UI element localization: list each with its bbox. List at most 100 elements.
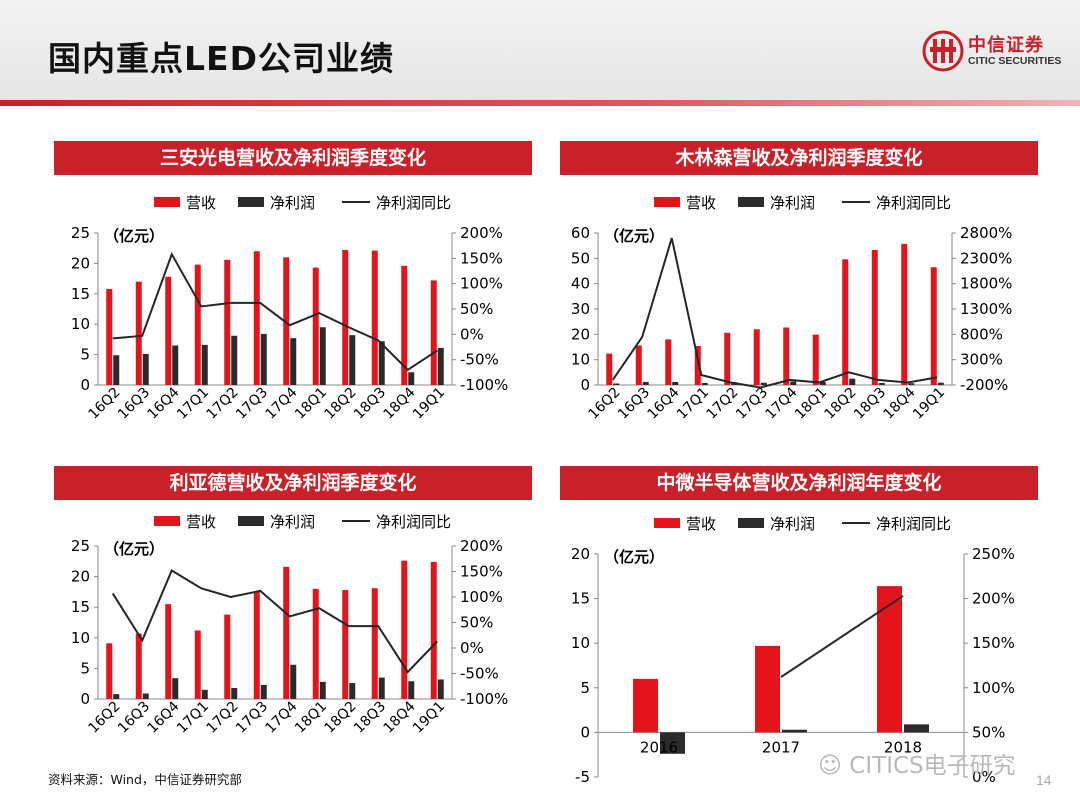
page-number: 14 [1036,772,1052,788]
x-tick-label: 2016 [640,738,678,756]
x-tick-label: 19Q1 [410,385,448,423]
x-tick-label: 18Q4 [881,384,919,422]
legend-label: 营收 [686,194,716,212]
bar-revenue [165,604,172,699]
bar-net-profit [408,372,415,385]
legend-swatch-net-profit [238,197,264,207]
bar-net-profit [819,381,826,385]
chart-panel-amec: 中微半导体营收及净利润年度变化 营收 净利润 净利润同比 （亿元） -5 0 5 10 15 20… [560,466,1038,786]
y2-tick-label: 150% [460,249,503,267]
y2-tick-label: -50% [460,351,499,369]
bar-net-profit [319,681,326,699]
bar-revenue [430,561,437,699]
y-tick-label: 0 [80,376,90,394]
y2-tick-label: 1300% [960,300,1012,318]
y2-tick-label: -100% [460,376,508,394]
y2-tick-label: 0% [972,768,996,786]
y-tick-label: 15 [71,285,90,303]
y-tick-label: 5 [580,679,590,697]
unit-label: （亿元） [604,548,664,566]
x-tick-label: 18Q4 [381,384,419,422]
y2-tick-label: 50% [460,614,493,632]
y2-tick-label: -100% [460,690,508,708]
bar-net-profit [672,381,679,385]
bar-net-profit [908,383,915,385]
bar-net-profit [201,344,208,385]
legend-swatch-revenue [654,197,680,207]
x-tick-label: 16Q3 [115,385,153,423]
bar-revenue [342,250,349,385]
bar-revenue [871,249,878,385]
x-tick-label: 17Q2 [204,385,242,423]
y-tick-label: 20 [571,325,590,343]
bar-net-profit [113,694,120,699]
bar-revenue [342,590,349,699]
legend-label: 营收 [686,515,716,533]
bar-net-profit [260,684,267,699]
bar-revenue [283,257,290,385]
chart-sanan: 营收 净利润 净利润同比 （亿元） 0 5 10 15 20 25 -100% -50% 0% 50% 10… [71,194,508,423]
bar-net-profit [878,382,885,385]
y2-tick-label: 300% [960,351,1003,369]
unit-label: （亿元） [104,540,164,558]
y-tick-label: 10 [71,629,90,647]
y-tick-label: 40 [571,275,590,293]
bar-revenue [694,345,701,385]
citic-emblem-icon [922,30,964,72]
x-tick-label: 16Q2 [586,385,624,423]
y-tick-label: 0 [580,376,590,394]
x-tick-label: 16Q2 [86,699,124,737]
y-tick-label: 20 [71,568,90,586]
logo-text-cn: 中信证券 [968,35,1044,56]
bar-revenue [877,586,902,733]
y2-tick-label: -50% [460,665,499,683]
y-tick-label: 5 [80,659,90,677]
y2-tick-label: 800% [960,325,1003,343]
y-tick-label: -5 [575,768,590,786]
x-tick-label: 17Q2 [704,385,742,423]
bar-revenue [371,250,378,385]
y-tick-label: 15 [71,598,90,616]
y2-tick-label: 0% [460,639,484,657]
bar-revenue [635,345,642,385]
bar-revenue [901,243,908,385]
bar-net-profit [378,677,385,699]
bar-net-profit [437,347,444,385]
bar-net-profit [231,335,238,385]
bar-net-profit [260,333,267,385]
bar-net-profit [937,382,944,385]
logo-text-en: CITIC SECURITIES [968,55,1062,67]
bar-net-profit [437,679,444,699]
bar-revenue [812,334,819,385]
bar-net-profit [660,732,685,754]
x-tick-label: 16Q4 [145,698,183,736]
header-band [0,0,1080,100]
y2-tick-label: 200% [972,590,1015,608]
x-tick-label: 16Q4 [145,384,183,422]
y-tick-label: 30 [571,300,590,318]
y2-tick-label: 2300% [960,249,1012,267]
y-tick-label: 10 [571,634,590,652]
bar-revenue [783,327,790,385]
bar-revenue [135,281,142,385]
bar-revenue [633,678,658,733]
x-tick-label: 2017 [762,738,800,756]
y2-tick-label: 250% [972,545,1015,563]
x-tick-label: 18Q3 [351,385,389,423]
y2-tick-label: 100% [460,275,503,293]
bar-revenue [755,645,780,733]
bar-revenue [224,614,231,699]
x-tick-label: 17Q2 [204,699,242,737]
bar-revenue [106,288,113,385]
bar-revenue [371,588,378,699]
bar-net-profit [790,381,797,385]
legend-swatch-net-profit [738,197,764,207]
bar-net-profit [113,355,120,385]
x-tick-label: 19Q1 [410,699,448,737]
y2-tick-label: -200% [960,376,1008,394]
legend-label: 营收 [186,513,216,531]
legend-swatch-revenue [154,516,180,526]
bar-net-profit [349,335,356,385]
bar-net-profit [290,664,297,699]
bar-revenue [135,633,142,699]
